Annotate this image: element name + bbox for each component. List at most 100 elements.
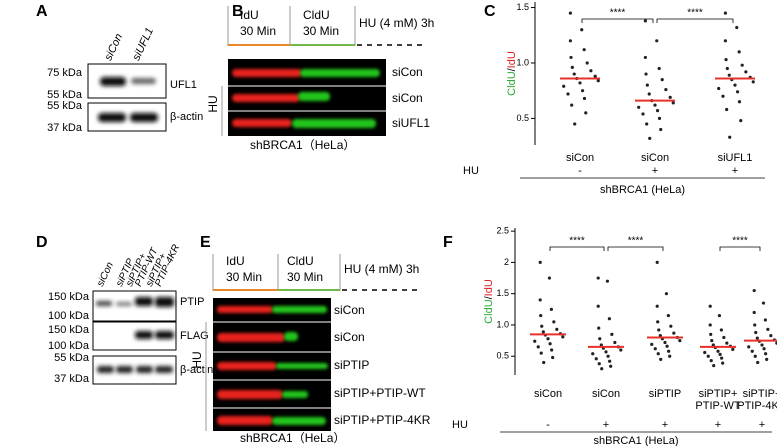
x-tick-label: siCon bbox=[534, 388, 562, 400]
hu-value: + bbox=[652, 165, 658, 177]
y-axis-label-part: IdU bbox=[506, 51, 518, 68]
dot bbox=[735, 25, 739, 30]
fiber-cldu bbox=[300, 69, 380, 77]
y-tick-label: 1.0 bbox=[496, 319, 509, 329]
fiber-cldu bbox=[272, 306, 327, 313]
dot bbox=[765, 357, 769, 361]
dot bbox=[658, 333, 662, 338]
dot bbox=[552, 320, 556, 324]
lane-label: siCon bbox=[102, 32, 125, 63]
dot bbox=[644, 72, 648, 76]
fiber-idu bbox=[217, 390, 283, 399]
dot bbox=[598, 337, 602, 341]
dot bbox=[594, 357, 598, 361]
band bbox=[130, 113, 158, 122]
protein-label: PTIP bbox=[180, 296, 204, 308]
dot bbox=[568, 11, 573, 15]
dot bbox=[550, 348, 554, 352]
dot bbox=[653, 347, 657, 351]
dot bbox=[643, 19, 648, 23]
row-label: siPTIP+PTIP-WT bbox=[334, 386, 426, 400]
dot bbox=[637, 105, 641, 109]
dot bbox=[606, 354, 610, 358]
fiber-cldu bbox=[284, 332, 298, 341]
band bbox=[136, 366, 153, 373]
panel-label: F bbox=[443, 234, 453, 251]
dot bbox=[655, 109, 660, 113]
dot bbox=[721, 361, 725, 365]
dot bbox=[664, 292, 669, 296]
hu-value: - bbox=[546, 419, 550, 431]
dot bbox=[645, 122, 649, 126]
x-tick-label: siCon bbox=[592, 388, 620, 400]
dot bbox=[566, 92, 570, 96]
y-tick-label: 1.5 bbox=[496, 288, 509, 298]
dot bbox=[664, 87, 668, 92]
dot bbox=[764, 352, 768, 356]
dot bbox=[596, 79, 600, 83]
dot bbox=[678, 338, 682, 343]
hu-label: HU bbox=[463, 165, 479, 177]
dot bbox=[604, 350, 608, 354]
timeline-label: HU (4 mM) 3h bbox=[344, 262, 419, 276]
band bbox=[116, 302, 132, 306]
dot bbox=[536, 345, 540, 349]
dot bbox=[600, 367, 604, 371]
x-tick-label: siUFL1 bbox=[718, 152, 753, 164]
x-tick-label: siPTIP+ bbox=[743, 388, 777, 400]
dot bbox=[653, 103, 657, 107]
dot bbox=[547, 276, 552, 280]
timeline-label: IdU bbox=[226, 254, 245, 268]
dot bbox=[709, 359, 713, 363]
band bbox=[155, 331, 174, 339]
y-axis-label-part: / bbox=[483, 295, 495, 299]
dot bbox=[655, 39, 659, 43]
dot bbox=[541, 330, 545, 334]
dot bbox=[751, 80, 755, 84]
dot bbox=[719, 328, 723, 332]
significance-bracket bbox=[549, 246, 605, 251]
y-axis-label-part: CldU bbox=[506, 71, 518, 96]
dot bbox=[712, 364, 716, 368]
dot bbox=[608, 359, 612, 363]
fiber-idu bbox=[217, 362, 277, 370]
panel-label: E bbox=[200, 234, 211, 251]
x-tick-label: siCon bbox=[566, 152, 594, 164]
dot bbox=[747, 345, 751, 349]
dot bbox=[666, 313, 670, 318]
fiber-idu bbox=[232, 119, 292, 127]
timeline-label: 30 Min bbox=[240, 24, 276, 38]
dot bbox=[737, 100, 742, 104]
significance-bracket bbox=[656, 18, 734, 23]
y-tick-label: 0.5 bbox=[496, 351, 509, 361]
dot bbox=[570, 103, 574, 107]
lane-label: siUFL1 bbox=[130, 26, 156, 63]
dot bbox=[753, 323, 757, 327]
dot bbox=[548, 342, 552, 346]
dot bbox=[607, 317, 611, 321]
x-tick-label: siCon bbox=[641, 152, 669, 164]
dot bbox=[645, 83, 649, 87]
dot bbox=[650, 342, 654, 346]
y-axis-label: CldU/IdU bbox=[506, 51, 518, 96]
hu-value: + bbox=[759, 419, 765, 431]
fiber-cldu bbox=[272, 417, 326, 425]
dot bbox=[589, 69, 593, 73]
dot bbox=[539, 351, 543, 355]
dot bbox=[718, 352, 722, 356]
marker-label: 55 kDa bbox=[54, 352, 90, 364]
dot bbox=[760, 343, 764, 347]
significance-label: **** bbox=[610, 8, 626, 19]
dot bbox=[582, 48, 586, 52]
fiber-idu bbox=[232, 69, 302, 77]
dot bbox=[721, 94, 725, 98]
dot bbox=[655, 260, 659, 265]
dot bbox=[659, 127, 663, 132]
band bbox=[131, 78, 156, 84]
dot bbox=[657, 66, 661, 71]
significance-bracket bbox=[581, 18, 654, 23]
dot bbox=[562, 84, 566, 88]
dot bbox=[605, 279, 610, 283]
dot bbox=[717, 313, 722, 318]
